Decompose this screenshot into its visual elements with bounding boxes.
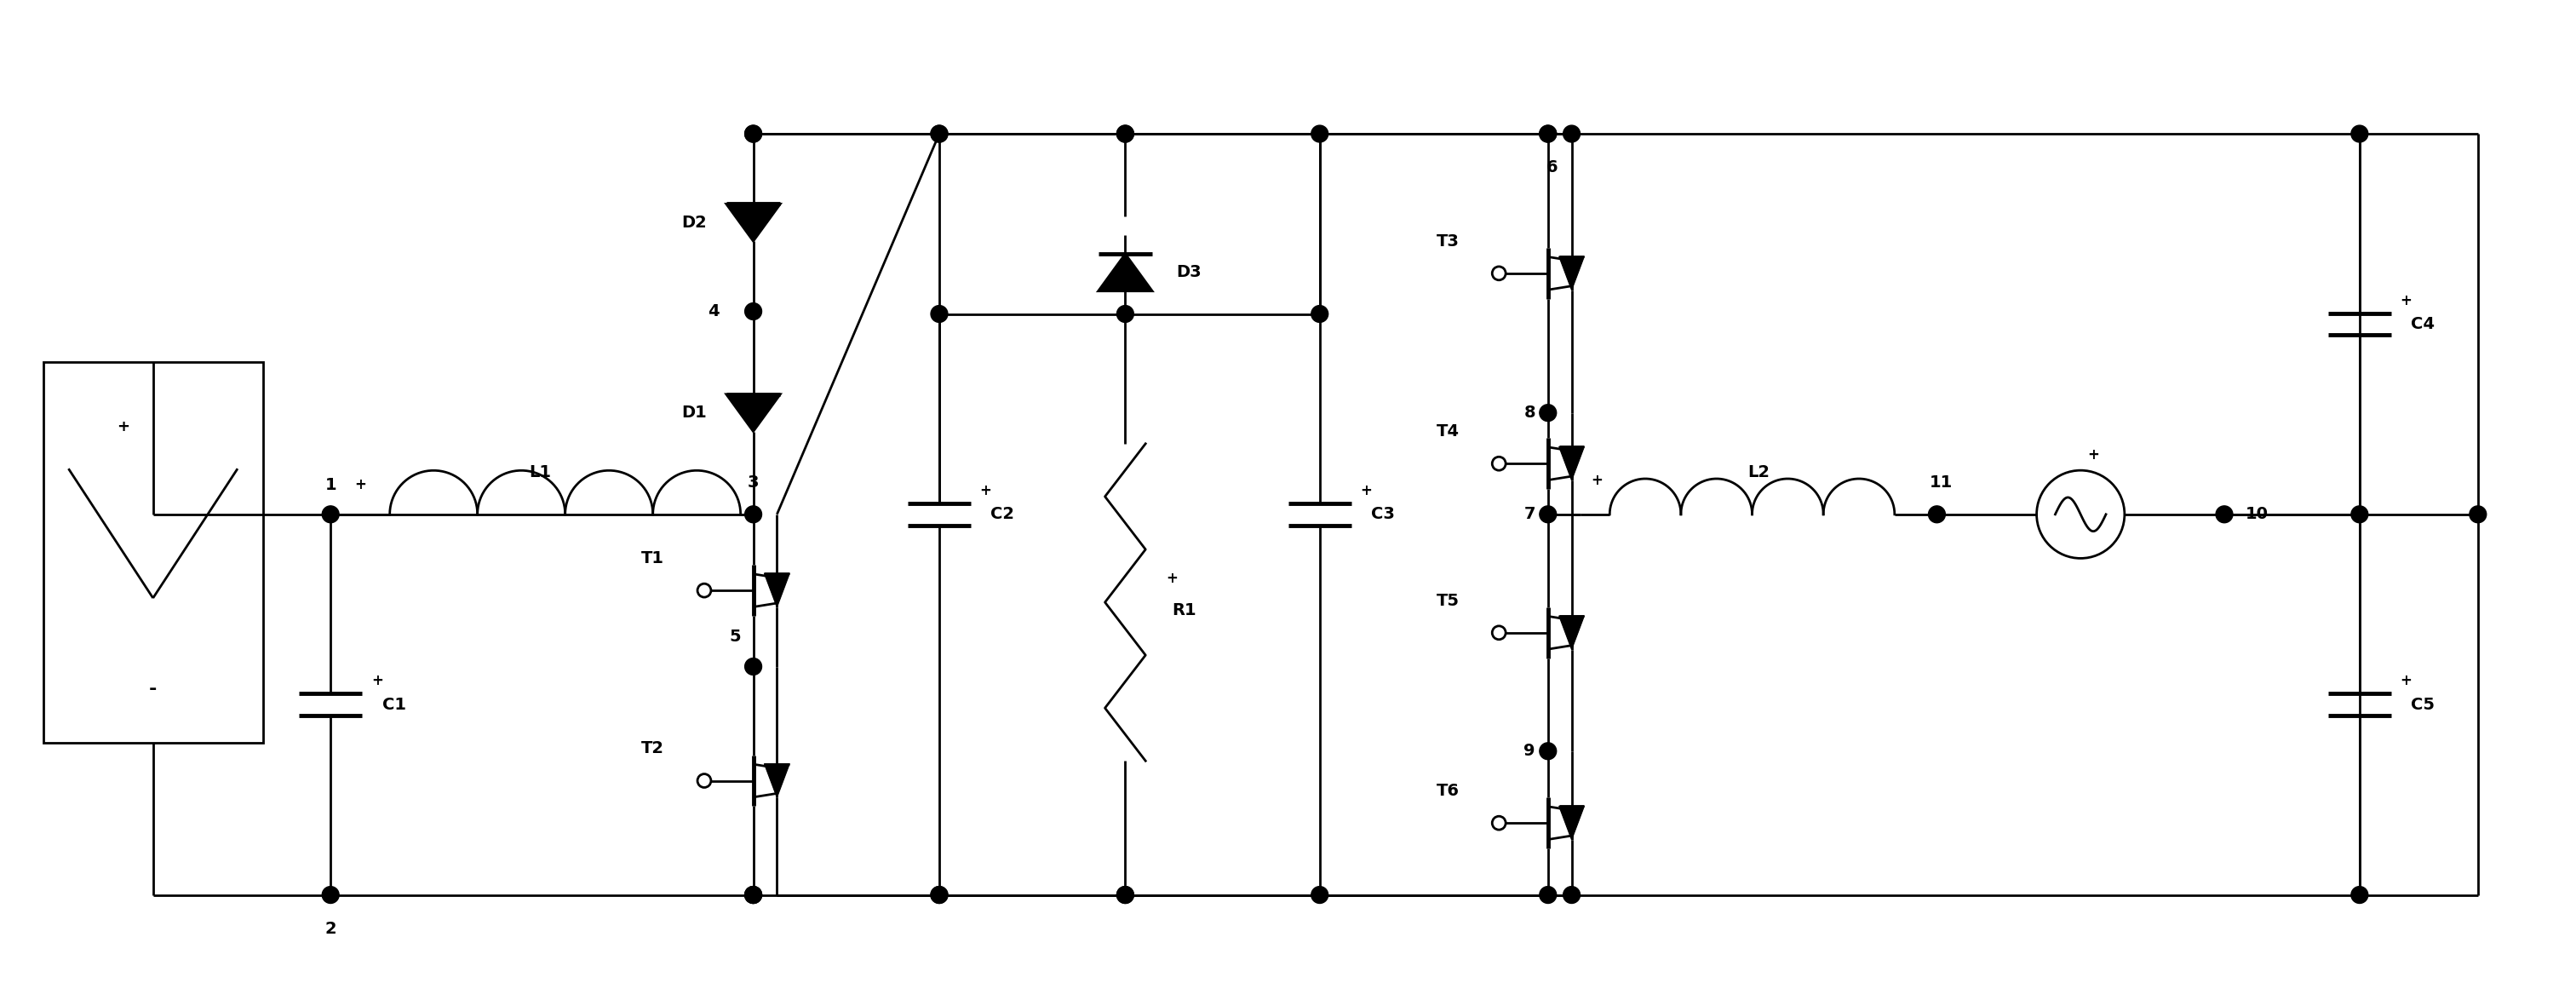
- Polygon shape: [1558, 806, 1584, 839]
- Circle shape: [930, 887, 948, 903]
- Polygon shape: [765, 573, 791, 607]
- Circle shape: [1118, 306, 1133, 322]
- Text: T2: T2: [641, 740, 665, 757]
- Circle shape: [1540, 125, 1556, 143]
- Circle shape: [1540, 506, 1556, 523]
- Text: 10: 10: [2246, 506, 2269, 522]
- Circle shape: [1311, 887, 1329, 903]
- Circle shape: [744, 887, 762, 903]
- Bar: [44, 362, 263, 743]
- Text: +: +: [355, 477, 366, 492]
- Text: D2: D2: [683, 214, 706, 231]
- Circle shape: [1564, 125, 1579, 143]
- Text: 4: 4: [708, 304, 719, 319]
- Circle shape: [2470, 506, 2486, 523]
- Circle shape: [1929, 506, 1945, 523]
- Circle shape: [744, 125, 762, 143]
- Polygon shape: [1558, 257, 1584, 290]
- Text: +: +: [1167, 571, 1177, 586]
- Text: +: +: [2087, 447, 2099, 463]
- Text: T1: T1: [641, 550, 665, 566]
- Text: 2: 2: [325, 921, 337, 937]
- Polygon shape: [1558, 446, 1584, 481]
- Text: T6: T6: [1437, 782, 1458, 799]
- Circle shape: [1311, 125, 1329, 143]
- Circle shape: [744, 887, 762, 903]
- Text: D3: D3: [1177, 264, 1200, 280]
- Text: -: -: [149, 681, 157, 698]
- Text: C4: C4: [2411, 316, 2434, 332]
- Text: 1: 1: [325, 477, 337, 492]
- Circle shape: [744, 303, 762, 319]
- Text: L2: L2: [1747, 464, 1770, 480]
- Circle shape: [744, 887, 762, 903]
- Text: 5: 5: [729, 629, 739, 645]
- Circle shape: [744, 125, 762, 143]
- Text: 7: 7: [1525, 506, 1535, 522]
- Polygon shape: [726, 204, 781, 241]
- Circle shape: [322, 506, 340, 523]
- Text: R1: R1: [1172, 603, 1198, 619]
- Text: +: +: [116, 419, 129, 434]
- Circle shape: [2352, 887, 2367, 903]
- Text: +: +: [371, 673, 384, 689]
- Polygon shape: [1558, 615, 1584, 650]
- Text: C5: C5: [2411, 697, 2434, 713]
- Text: T4: T4: [1437, 424, 1458, 439]
- Text: +: +: [2401, 673, 2411, 689]
- Text: T5: T5: [1437, 593, 1458, 608]
- Text: 8: 8: [1522, 405, 1535, 421]
- Text: 3: 3: [747, 474, 760, 491]
- Circle shape: [930, 125, 948, 143]
- Text: 11: 11: [1929, 474, 1953, 491]
- Circle shape: [1540, 404, 1556, 422]
- Text: 6: 6: [1546, 159, 1558, 176]
- Circle shape: [1118, 125, 1133, 143]
- Polygon shape: [765, 764, 791, 797]
- Text: +: +: [979, 483, 992, 498]
- Circle shape: [930, 125, 948, 143]
- Text: D1: D1: [683, 405, 706, 421]
- Polygon shape: [726, 394, 781, 432]
- Circle shape: [744, 506, 762, 523]
- Text: +: +: [1360, 483, 1373, 498]
- Circle shape: [2352, 506, 2367, 523]
- Circle shape: [1311, 306, 1329, 322]
- Text: T3: T3: [1437, 233, 1458, 250]
- Circle shape: [930, 306, 948, 322]
- Polygon shape: [1097, 254, 1151, 291]
- Circle shape: [930, 887, 948, 903]
- Text: +: +: [1592, 473, 1602, 489]
- Circle shape: [1118, 887, 1133, 903]
- Circle shape: [2352, 125, 2367, 143]
- Circle shape: [1540, 125, 1556, 143]
- Text: +: +: [2401, 293, 2411, 308]
- Text: L1: L1: [528, 464, 551, 480]
- Circle shape: [1540, 743, 1556, 760]
- Circle shape: [1564, 887, 1579, 903]
- Text: C2: C2: [992, 506, 1015, 522]
- Circle shape: [322, 887, 340, 903]
- Text: C3: C3: [1370, 506, 1396, 522]
- Circle shape: [2215, 506, 2233, 523]
- Text: 9: 9: [1525, 743, 1535, 759]
- Circle shape: [1118, 125, 1133, 143]
- Circle shape: [1118, 887, 1133, 903]
- Circle shape: [1540, 887, 1556, 903]
- Text: C1: C1: [381, 697, 407, 713]
- Circle shape: [744, 658, 762, 675]
